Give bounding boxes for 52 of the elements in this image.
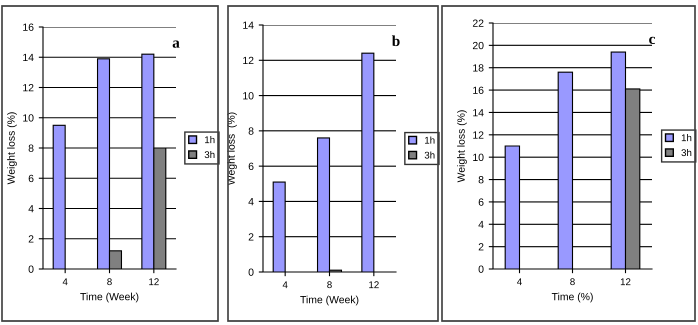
y-tick-label: 8 xyxy=(28,144,34,152)
y-tick-label: 4 xyxy=(248,198,254,206)
y-tick-label: 6 xyxy=(248,162,254,170)
y-tick-label: 2 xyxy=(28,235,34,243)
y-tick-label: 4 xyxy=(28,205,34,212)
x-tick-label: 4 xyxy=(517,278,522,286)
y-tick-label: 10 xyxy=(23,114,34,122)
x-tick-label: 12 xyxy=(149,278,159,286)
x-axis-title: Time (Week) xyxy=(80,292,138,302)
y-tick-label: 12 xyxy=(473,131,484,139)
annotation: b xyxy=(392,35,400,46)
y-tick-label: 12 xyxy=(243,56,254,64)
y-tick-label: 6 xyxy=(28,174,34,182)
x-axis-title: Time (%) xyxy=(552,292,593,302)
annotation: c xyxy=(649,36,656,44)
x-tick-label: 12 xyxy=(369,281,379,288)
y-tick-label: 18 xyxy=(473,64,484,72)
y-tick-label: 12 xyxy=(23,84,34,92)
x-tick-label: 8 xyxy=(107,278,112,286)
y-tick-label: 14 xyxy=(243,22,254,29)
y-tick-label: 22 xyxy=(472,20,484,27)
x-axis-title: Time (Week) xyxy=(300,296,358,306)
legend-label: 3h xyxy=(424,151,434,159)
y-tick-label: 2 xyxy=(248,233,254,240)
y-tick-label: 2 xyxy=(478,243,484,250)
y-tick-label: 4 xyxy=(478,220,484,228)
y-axis-title: Weight loss (%) xyxy=(457,110,467,182)
y-tick-label: 6 xyxy=(478,198,484,206)
y-tick-label: 0 xyxy=(248,268,254,276)
annotation: a xyxy=(172,40,180,48)
y-tick-label: 20 xyxy=(472,42,484,50)
y-tick-label: 16 xyxy=(473,86,484,94)
y-axis-title: Weight loss (%) xyxy=(7,112,17,184)
y-tick-label: 10 xyxy=(243,92,254,100)
x-tick-label: 8 xyxy=(570,278,575,286)
legend-label: 1h xyxy=(682,134,692,142)
legend-label: 3h xyxy=(681,148,692,156)
x-tick-label: 8 xyxy=(327,281,332,288)
y-tick-label: 10 xyxy=(473,154,484,162)
y-tick-label: 0 xyxy=(478,266,484,273)
x-tick-label: 4 xyxy=(62,278,68,286)
x-tick-label: 12 xyxy=(620,278,630,286)
y-tick-label: 14 xyxy=(473,109,484,116)
y-tick-label: 16 xyxy=(23,24,34,31)
x-tick-label: 4 xyxy=(282,281,288,288)
y-tick-label: 8 xyxy=(478,176,484,184)
legend-label: 1h xyxy=(205,136,214,144)
y-tick-label: 8 xyxy=(248,127,254,135)
legend-label: 3h xyxy=(204,150,214,158)
y-tick-label: 0 xyxy=(28,266,34,273)
y-tick-label: 14 xyxy=(23,54,34,62)
legend-label: 1h xyxy=(425,136,434,144)
